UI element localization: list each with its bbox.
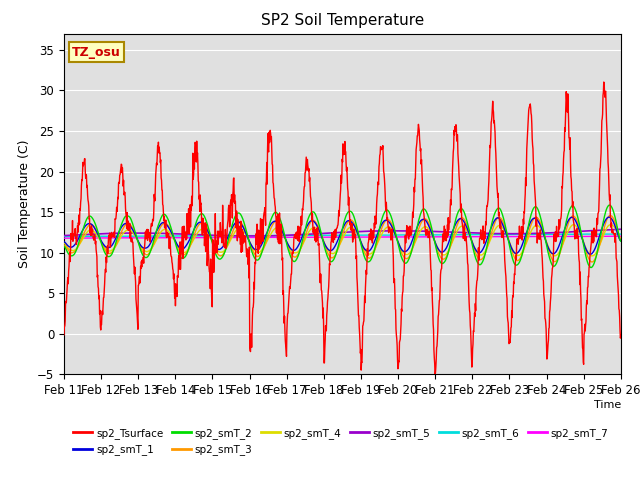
Text: TZ_osu: TZ_osu xyxy=(72,46,121,59)
Text: Time: Time xyxy=(593,400,621,410)
Title: SP2 Soil Temperature: SP2 Soil Temperature xyxy=(260,13,424,28)
Legend: sp2_Tsurface, sp2_smT_1, sp2_smT_2, sp2_smT_3, sp2_smT_4, sp2_smT_5, sp2_smT_6, : sp2_Tsurface, sp2_smT_1, sp2_smT_2, sp2_… xyxy=(69,424,612,459)
Y-axis label: Soil Temperature (C): Soil Temperature (C) xyxy=(19,140,31,268)
